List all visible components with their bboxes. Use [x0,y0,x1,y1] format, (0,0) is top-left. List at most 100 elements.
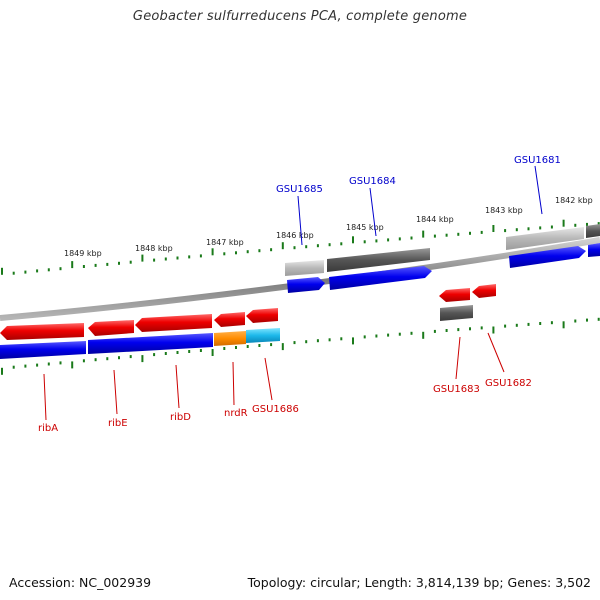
gene-gsu1683-shade[interactable] [440,305,473,321]
minor-tick [375,334,378,338]
major-tick [352,236,354,244]
minor-tick [293,341,296,345]
minor-tick [550,321,553,325]
minor-tick [410,236,413,240]
gene-label-gsu1685[interactable]: GSU1685 [276,184,323,195]
gene-label-gsu1686[interactable]: GSU1686 [252,404,299,415]
gene-label-gsu1681[interactable]: GSU1681 [514,155,561,166]
minor-tick [469,231,471,235]
minor-tick [527,322,530,326]
major-tick [492,225,495,232]
minor-tick [106,262,109,266]
minor-tick [457,232,460,236]
minor-tick [47,268,50,272]
gene-gsu1680-shade[interactable] [586,224,600,238]
gene-label-ribe[interactable]: ribE [108,418,128,429]
major-tick [422,331,425,339]
minor-tick [550,225,553,229]
minor-tick [597,222,600,226]
gene-label-gsu1684[interactable]: GSU1684 [349,176,396,187]
gene-riba-class-bar[interactable] [0,341,86,359]
minor-tick [480,326,483,330]
minor-tick [188,350,191,353]
minor-tick [410,331,413,335]
gene-gsu1681-arrow[interactable] [509,246,586,268]
minor-tick [176,256,179,260]
major-tick [211,248,214,256]
genome-backbone [0,237,600,321]
gene-label-ribd[interactable]: ribD [170,412,191,423]
gene-gsu1685-shade[interactable] [285,260,324,276]
minor-tick [433,234,436,238]
gene-nrdr-arrow[interactable] [214,312,245,327]
major-tick [281,242,284,250]
minor-tick [94,263,97,267]
kbp-label: 1847 kbp [206,238,244,247]
major-tick [422,230,425,238]
gene-gsu1684-arrow[interactable] [329,266,432,290]
minor-tick [363,335,366,339]
gene-gsu1680-arrow[interactable] [588,243,600,257]
minor-tick [457,328,460,332]
minor-tick [164,257,167,261]
minor-tick [387,333,390,337]
minor-tick [305,340,308,344]
kbp-label: 1844 kbp [416,215,454,224]
gene-gsu1686-class-bar[interactable] [246,328,280,343]
accession-text: Accession: NC_002939 [9,575,152,590]
minor-tick [246,250,249,254]
minor-tick [12,271,15,275]
gene-ribe-class-bar[interactable] [88,333,213,354]
minor-tick [363,240,366,244]
minor-tick [59,267,62,271]
leader-nrdr [232,361,235,406]
gene-gsu1684-shade[interactable] [327,248,430,272]
major-tick [1,267,3,275]
gene-nrdr-class-bar[interactable] [214,331,246,346]
gene-ribe-arrow[interactable] [88,320,134,336]
minor-tick [586,318,588,322]
minor-tick [153,258,156,262]
gene-gsu1682-arrow[interactable] [472,284,496,298]
minor-tick [398,332,401,336]
minor-tick [246,345,249,348]
gene-ribd-arrow[interactable] [135,314,212,332]
minor-tick [118,356,120,360]
minor-tick [316,339,319,343]
minor-tick [504,324,507,328]
kbp-label: 1842 kbp [555,196,593,205]
minor-tick [445,329,448,332]
major-tick [281,343,284,351]
gene-label-gsu1682[interactable]: GSU1682 [485,378,532,389]
gene-gsu1681-shade[interactable] [506,227,584,250]
gene-gsu1685-arrow[interactable] [287,277,325,293]
leader-gsu1685 [297,195,303,246]
minor-tick [515,323,518,327]
minor-tick [527,227,530,231]
minor-tick [223,347,226,350]
minor-tick [328,338,331,342]
minor-tick [597,317,600,321]
gene-gsu1686-arrow[interactable] [246,308,278,323]
gene-gsu1683-arrow[interactable] [439,288,470,302]
gene-label-gsu1683[interactable]: GSU1683 [433,384,480,395]
major-tick [492,326,495,334]
minor-tick [223,252,226,256]
minor-tick [387,238,390,242]
gene-riba-arrow[interactable] [0,323,84,340]
minor-tick [36,269,39,273]
major-tick [211,349,214,356]
leader-ribe [113,369,118,415]
major-tick [71,361,74,369]
leader-gsu1681 [534,165,543,215]
kbp-label: 1845 kbp [346,223,384,232]
minor-tick [118,261,120,265]
minor-tick [328,243,331,247]
gene-label-riba[interactable]: ribA [38,423,58,434]
forward-strand-track [285,224,600,293]
gene-label-nrdr[interactable]: nrdR [224,408,248,419]
minor-tick [539,322,542,325]
leader-gsu1686 [264,357,273,401]
